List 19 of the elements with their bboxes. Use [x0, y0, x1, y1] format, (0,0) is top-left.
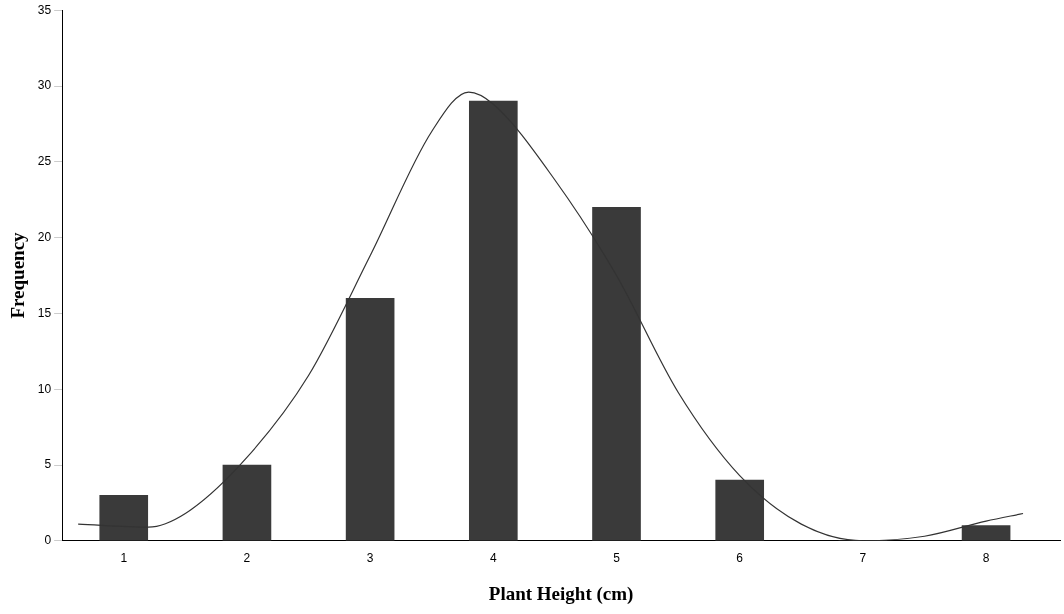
- y-tick-label: 0: [44, 533, 52, 548]
- y-tick-label: 15: [37, 305, 52, 320]
- x-tick-label: 2: [243, 551, 251, 566]
- x-tick-label: 8: [982, 551, 990, 566]
- y-tick-label: 5: [44, 457, 52, 472]
- x-tick-label: 4: [489, 551, 497, 566]
- y-tick-label: 30: [37, 78, 52, 93]
- y-tick-label: 20: [37, 229, 52, 244]
- x-tick-label: 3: [366, 551, 374, 566]
- y-axis-title: Frequency: [7, 231, 29, 319]
- x-tick-label: 7: [859, 551, 867, 566]
- x-axis-title: Plant Height (cm): [488, 582, 634, 605]
- y-tick-label: 25: [37, 154, 52, 169]
- y-tick-label: 10: [37, 381, 52, 396]
- line-series: [77, 91, 1024, 541]
- y-tick-label: 35: [37, 2, 52, 17]
- x-tick-label: 5: [613, 551, 621, 566]
- x-tick-label: 1: [120, 551, 128, 566]
- x-tick-label: 6: [736, 551, 744, 566]
